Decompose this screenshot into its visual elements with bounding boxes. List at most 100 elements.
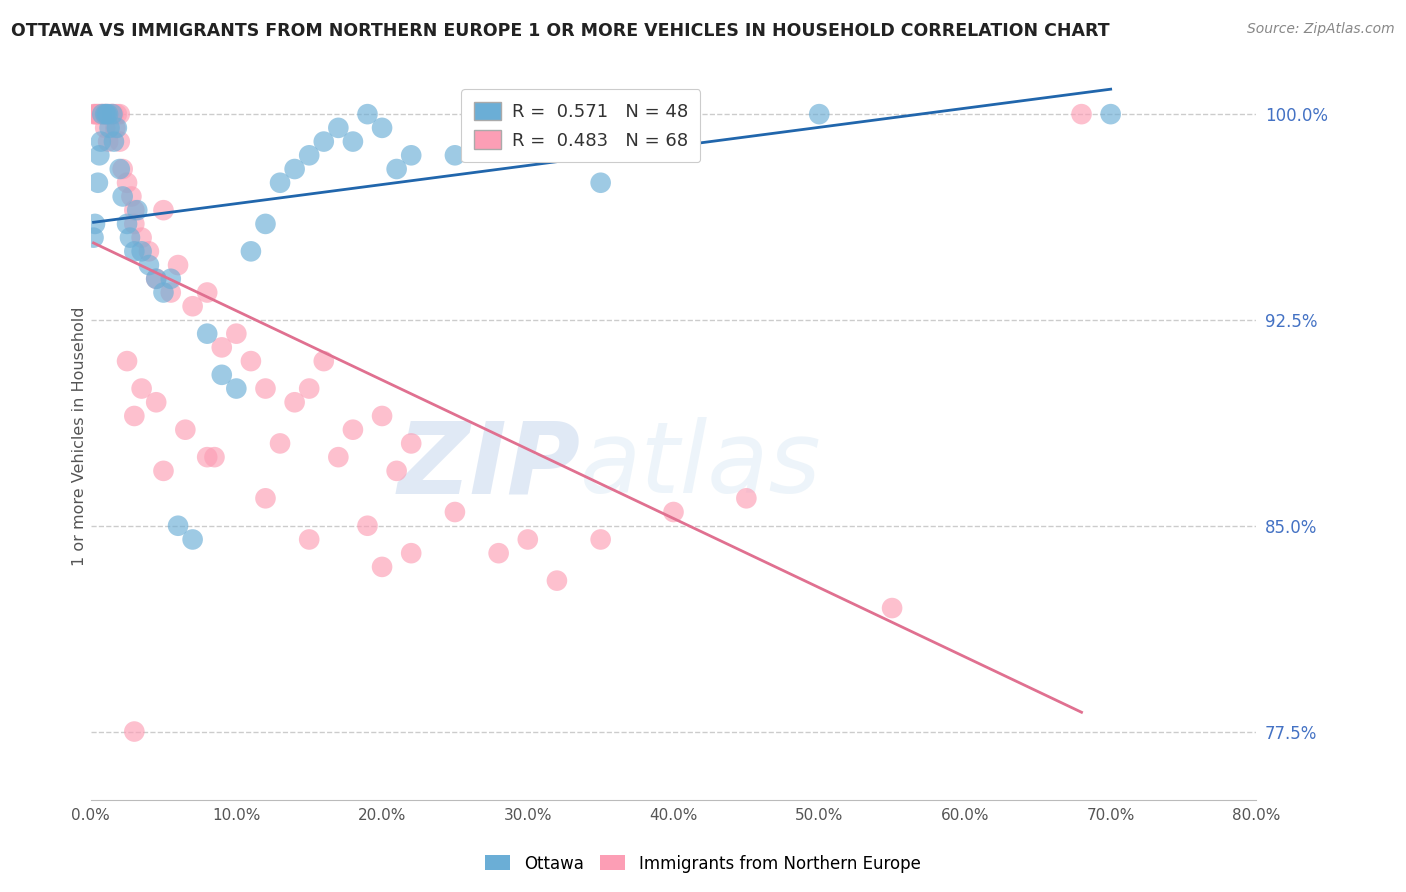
Point (254, 491, 277, 506)
Point (159, 272, 181, 286)
Point (181, 533, 204, 547)
Point (131, 244, 153, 259)
Point (662, 505, 685, 519)
Point (84, 107, 107, 121)
Point (356, 518, 378, 533)
Point (152, 464, 174, 478)
Point (269, 176, 291, 190)
Point (254, 217, 277, 231)
Point (115, 176, 138, 190)
Point (159, 285, 181, 300)
Point (488, 120, 510, 135)
Point (880, 601, 903, 615)
Legend: Ottawa, Immigrants from Northern Europe: Ottawa, Immigrants from Northern Europe (479, 848, 927, 880)
Point (86, 107, 108, 121)
Point (98, 107, 121, 121)
Point (195, 285, 218, 300)
Point (167, 258, 190, 272)
Point (735, 491, 758, 506)
Point (138, 244, 160, 259)
Point (488, 546, 510, 560)
Point (105, 107, 128, 121)
Point (124, 244, 146, 259)
Point (174, 423, 197, 437)
Point (516, 107, 538, 121)
Point (94, 120, 117, 135)
Point (204, 450, 226, 464)
Y-axis label: 1 or more Vehicles in Household: 1 or more Vehicles in Household (72, 307, 87, 566)
Point (108, 135, 131, 149)
Point (131, 230, 153, 244)
Point (225, 326, 247, 341)
Point (516, 533, 538, 547)
Text: atlas: atlas (581, 417, 823, 514)
Point (111, 189, 134, 203)
Point (91, 107, 114, 121)
Point (145, 272, 167, 286)
Point (284, 395, 307, 409)
Point (124, 217, 146, 231)
Point (371, 120, 394, 135)
Point (328, 450, 350, 464)
Point (90, 107, 112, 121)
Point (385, 161, 408, 176)
Point (105, 120, 128, 135)
Point (93, 107, 115, 121)
Point (96, 107, 118, 121)
Point (342, 423, 364, 437)
Point (145, 395, 167, 409)
Point (269, 436, 291, 450)
Point (444, 148, 467, 162)
Point (124, 203, 146, 218)
Point (444, 505, 467, 519)
Point (131, 382, 153, 396)
Point (298, 533, 321, 547)
Point (103, 107, 125, 121)
Point (94, 107, 117, 121)
Point (90, 135, 112, 149)
Point (115, 354, 138, 368)
Point (211, 340, 233, 354)
Point (298, 148, 321, 162)
Point (254, 382, 277, 396)
Point (127, 203, 149, 218)
Point (195, 450, 218, 464)
Point (108, 107, 131, 121)
Point (312, 354, 335, 368)
Point (145, 272, 167, 286)
Point (662, 107, 685, 121)
Point (124, 724, 146, 739)
Point (284, 161, 307, 176)
Point (399, 546, 422, 560)
Point (118, 230, 141, 244)
Point (181, 299, 204, 313)
Point (589, 533, 612, 547)
Point (298, 382, 321, 396)
Point (546, 574, 568, 588)
Point (239, 244, 262, 259)
Legend: R =  0.571   N = 48, R =  0.483   N = 68: R = 0.571 N = 48, R = 0.483 N = 68 (461, 89, 700, 162)
Point (89, 107, 111, 121)
Point (1070, 107, 1092, 121)
Point (96, 107, 118, 121)
Point (124, 409, 146, 423)
Point (138, 258, 160, 272)
Point (152, 203, 174, 218)
Point (808, 107, 831, 121)
Point (101, 107, 124, 121)
Point (342, 135, 364, 149)
Point (97, 135, 120, 149)
Point (89, 148, 111, 162)
Point (100, 107, 122, 121)
Point (83, 107, 105, 121)
Point (399, 436, 422, 450)
Point (328, 120, 350, 135)
Point (371, 409, 394, 423)
Point (108, 161, 131, 176)
Point (152, 285, 174, 300)
Point (167, 518, 190, 533)
Point (120, 189, 142, 203)
Point (385, 464, 408, 478)
Point (239, 354, 262, 368)
Point (98, 120, 121, 135)
